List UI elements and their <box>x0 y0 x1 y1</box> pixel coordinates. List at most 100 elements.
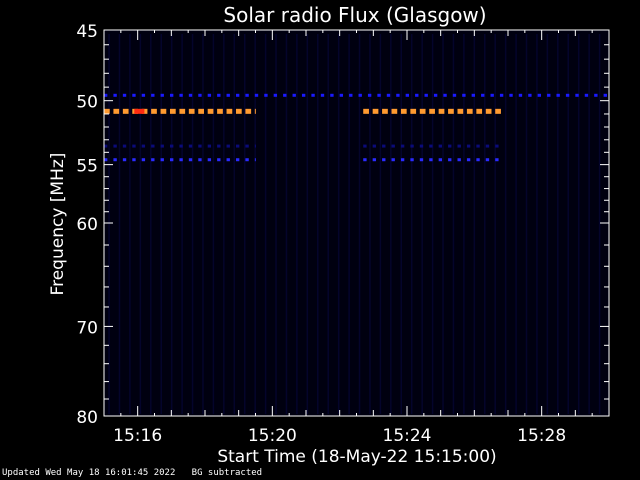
emission-band-dash <box>179 108 186 114</box>
emission-band-dash <box>320 93 325 97</box>
emission-band-dash <box>509 93 513 97</box>
plot-area <box>103 29 610 417</box>
emission-band-dash <box>311 93 315 97</box>
emission-band-dash <box>400 108 407 114</box>
emission-band-dash <box>179 93 183 97</box>
emission-band-dash <box>122 144 127 148</box>
emission-band-dash <box>217 158 221 162</box>
emission-band-dash <box>160 144 164 148</box>
emission-band-dash <box>438 108 445 114</box>
emission-band-dash <box>410 158 414 162</box>
emission-band-dash <box>301 93 306 97</box>
emission-band-dash <box>113 93 117 97</box>
emission-band-dash <box>141 93 146 97</box>
emission-band-dash <box>160 93 164 97</box>
emission-band-dash <box>104 93 108 97</box>
emission-band-dash <box>372 158 377 162</box>
emission-band-dash <box>151 108 157 114</box>
emission-band-dash <box>448 108 454 114</box>
emission-band-dash <box>495 144 499 148</box>
emission-band-dash <box>452 93 457 97</box>
emission-band-dash <box>565 93 570 97</box>
emission-band-dash <box>245 93 249 97</box>
emission-band-dash <box>410 144 414 148</box>
x-tick-label: 15:24 <box>383 426 432 446</box>
emission-band-dash <box>141 158 146 162</box>
emission-band-dash <box>433 93 438 97</box>
emission-band-dash <box>207 144 212 148</box>
emission-band-dash <box>207 158 212 162</box>
updated-timestamp: Updated Wed May 18 16:01:45 2022 <box>2 468 176 478</box>
emission-band-dash <box>424 93 428 97</box>
emission-band-dash <box>113 158 117 162</box>
emission-band-dash <box>466 144 471 148</box>
emission-band-dash <box>179 144 183 148</box>
emission-band-dash <box>132 144 136 148</box>
y-tick-label: 45 <box>76 22 98 42</box>
emission-band-dash <box>254 108 256 114</box>
plot-background <box>104 30 609 416</box>
emission-band-dash <box>405 93 410 97</box>
emission-band-dash <box>122 93 127 97</box>
emission-band-dash <box>490 93 494 97</box>
x-axis: 15:16 15:20 15:24 15:28 <box>103 30 610 446</box>
emission-band-dash <box>457 108 464 114</box>
emission-band-dash <box>485 158 490 162</box>
emission-band-dash <box>217 144 221 148</box>
emission-band-dash <box>283 93 287 97</box>
emission-band-dash <box>476 108 483 114</box>
emission-band-dash <box>391 108 398 114</box>
emission-band-dash <box>264 93 268 97</box>
emission-band-dash <box>485 108 492 114</box>
emission-band-dash <box>198 144 202 148</box>
emission-band-dash <box>132 93 136 97</box>
y-tick-label: 60 <box>76 215 98 235</box>
emission-band-dash <box>457 158 461 162</box>
emission-band-dash <box>141 144 146 148</box>
emission-band-dash <box>415 93 419 97</box>
emission-band-dash <box>226 144 230 148</box>
emission-band-dash <box>254 144 256 148</box>
emission-band-dash <box>235 93 240 97</box>
emission-band-dash <box>499 93 504 97</box>
emission-band-dash <box>495 108 501 114</box>
emission-band-dash <box>481 93 485 97</box>
emission-band-dash <box>584 93 589 97</box>
emission-band-dash <box>217 93 221 97</box>
emission-band-dash <box>226 108 233 114</box>
emission-band-dash <box>466 108 473 114</box>
chart-title: Solar radio Flux (Glasgow) <box>223 3 486 27</box>
emission-band-dash <box>330 93 334 97</box>
emission-band-dash <box>217 108 223 114</box>
emission-band-dash <box>169 93 174 97</box>
emission-band-dash <box>235 158 240 162</box>
emission-band-dash <box>141 108 148 114</box>
emission-band-dash <box>169 144 174 148</box>
emission-band-dash <box>245 108 252 114</box>
emission-band-dash <box>438 144 443 148</box>
emission-band-dash <box>226 158 230 162</box>
emission-band-dash <box>245 158 249 162</box>
emission-band-dash <box>363 144 367 148</box>
emission-band-dash <box>188 158 193 162</box>
emission-band-dash <box>113 144 117 148</box>
y-tick-label: 55 <box>76 157 98 177</box>
emission-band-dash <box>429 108 435 114</box>
emission-band-dash <box>273 93 278 97</box>
emission-band-dash <box>485 144 490 148</box>
emission-band-dash <box>575 93 579 97</box>
y-tick-label: 70 <box>76 318 98 338</box>
emission-band-dash <box>471 93 476 97</box>
emission-band-dash <box>245 144 249 148</box>
emission-band-dash <box>358 93 362 97</box>
emission-band-dash <box>198 108 204 114</box>
emission-band-dash <box>207 93 212 97</box>
emission-band-dash <box>349 93 353 97</box>
emission-band-dash <box>292 93 296 97</box>
emission-band-dash <box>391 158 395 162</box>
emission-band-dash <box>235 144 240 148</box>
emission-band-dash <box>419 108 426 114</box>
emission-band-dash <box>198 158 202 162</box>
emission-band-dash <box>457 144 461 148</box>
